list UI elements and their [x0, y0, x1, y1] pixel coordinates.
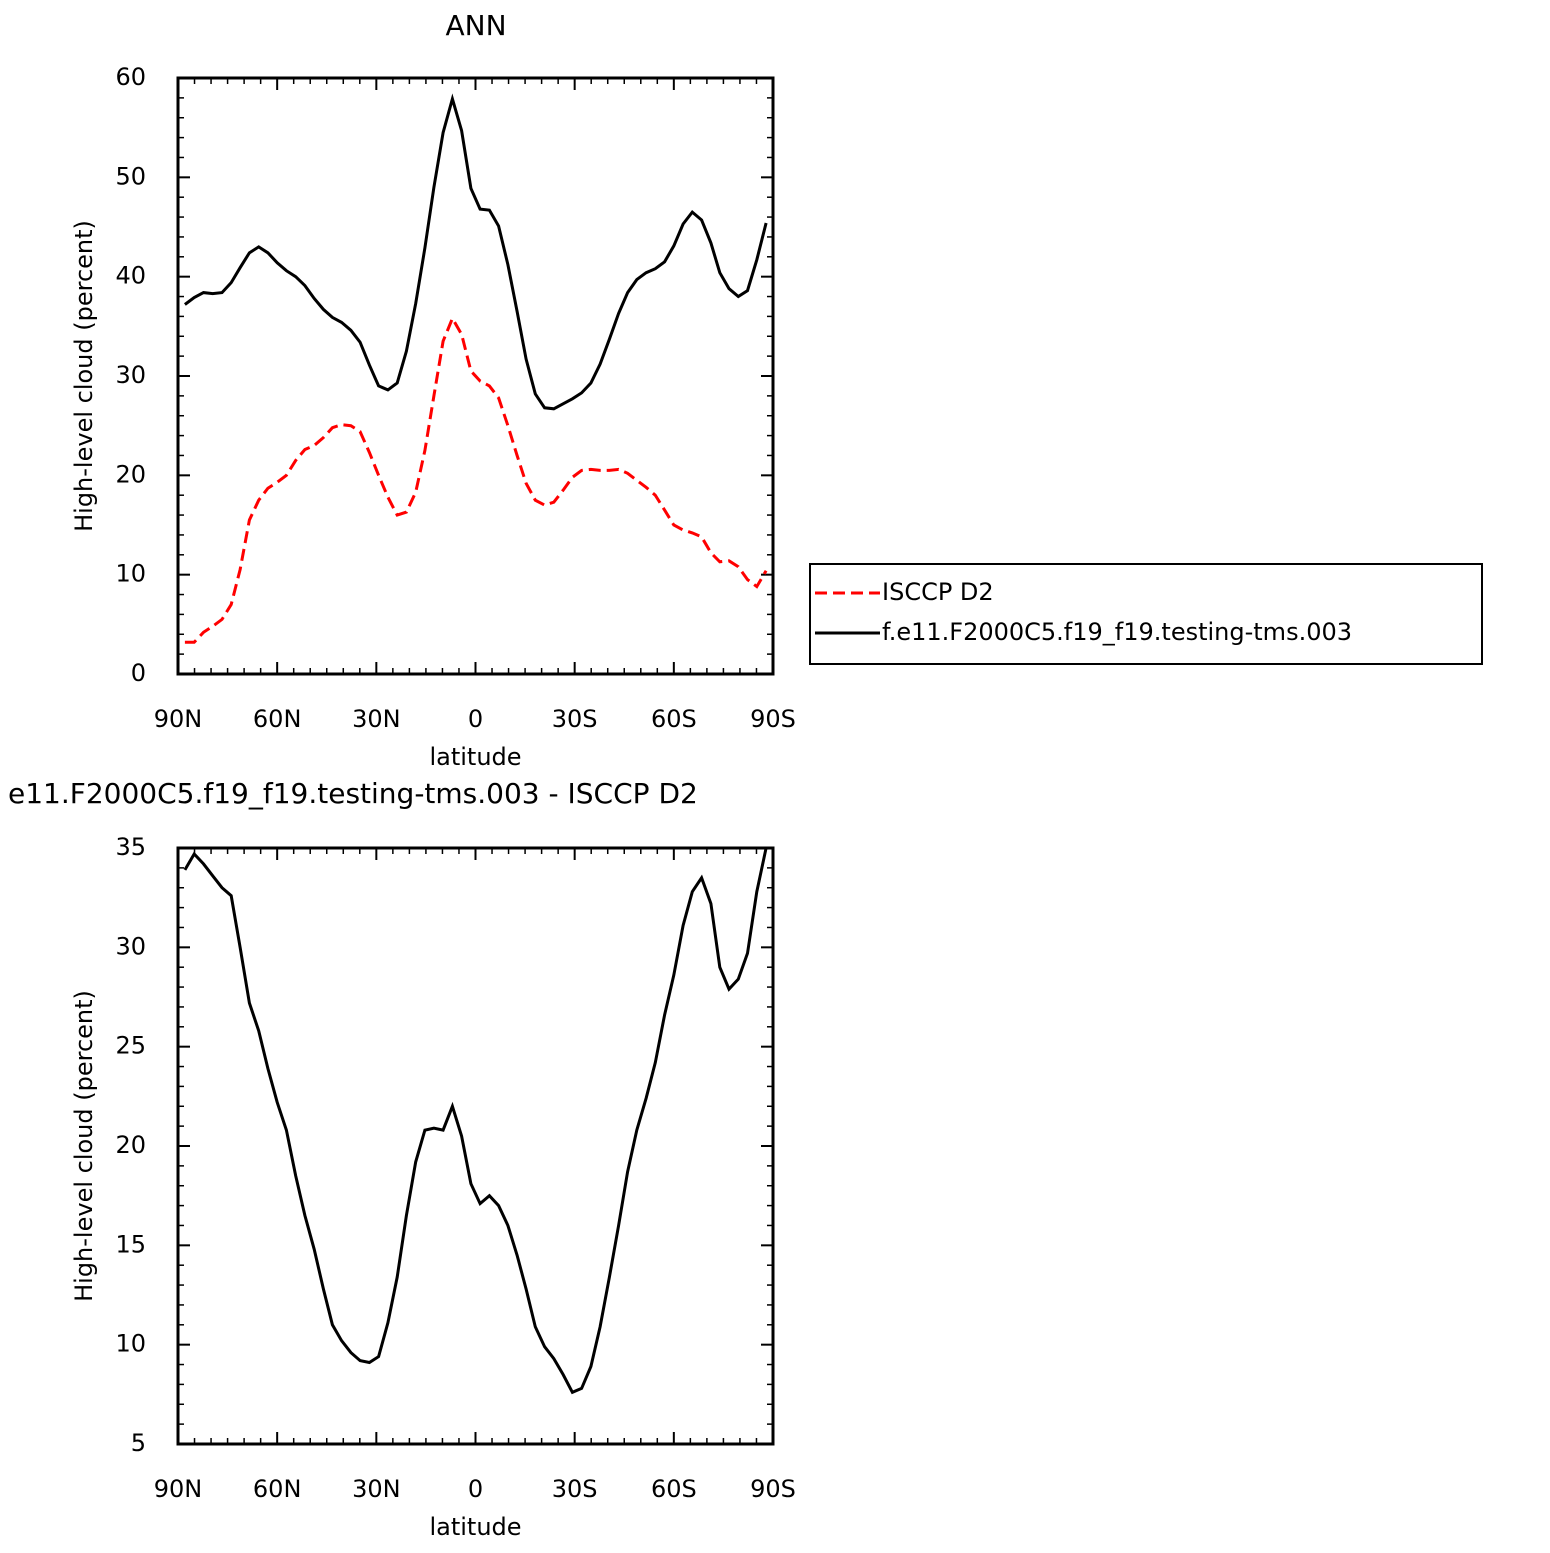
y-tick-label: 40 [115, 262, 146, 290]
y-axis-label: High-level cloud (percent) [70, 220, 98, 532]
plot-frame [176, 846, 775, 1446]
y-tick-label: 0 [131, 659, 146, 687]
y-tick-label: 35 [115, 833, 146, 861]
x-tick-label: 0 [468, 1475, 483, 1503]
y-tick-label: 10 [115, 560, 146, 588]
y-tick-label: 30 [115, 932, 146, 960]
y-tick-label: 20 [115, 1131, 146, 1159]
x-tick-label: 60S [651, 1475, 697, 1503]
x-tick-label: 30N [352, 1475, 401, 1503]
y-tick-label: 30 [115, 361, 146, 389]
chart-title: e11.F2000C5.f19_f19.testing-tms.003 - IS… [8, 777, 698, 810]
x-tick-label: 90N [154, 1475, 203, 1503]
plot-frame [176, 76, 775, 676]
x-tick-label: 30S [552, 705, 598, 733]
y-tick-label: 25 [115, 1032, 146, 1060]
x-axis-label: latitude [429, 743, 521, 771]
legend-label: f.e11.F2000C5.f19_f19.testing-tms.003 [882, 618, 1352, 646]
y-tick-label: 20 [115, 460, 146, 488]
x-tick-label: 60S [651, 705, 697, 733]
x-tick-label: 90S [750, 705, 796, 733]
x-tick-label: 90N [154, 705, 203, 733]
legend-label: ISCCP D2 [882, 578, 994, 606]
legend-box [809, 563, 1483, 665]
x-tick-label: 30S [552, 1475, 598, 1503]
x-axis-label: latitude [429, 1513, 521, 1541]
data-line [184, 315, 768, 644]
y-tick-label: 60 [115, 63, 146, 91]
x-tick-label: 60N [253, 1475, 302, 1503]
x-tick-label: 60N [253, 705, 302, 733]
x-tick-label: 90S [750, 1475, 796, 1503]
data-line [183, 847, 768, 1395]
x-tick-label: 0 [468, 705, 483, 733]
y-tick-label: 5 [131, 1429, 146, 1457]
y-tick-label: 15 [115, 1230, 146, 1258]
x-tick-label: 30N [352, 705, 401, 733]
y-tick-label: 50 [115, 162, 146, 190]
y-tick-label: 10 [115, 1330, 146, 1358]
y-axis-label: High-level cloud (percent) [70, 990, 98, 1302]
chart-title: ANN [445, 9, 506, 42]
data-line [183, 93, 768, 411]
